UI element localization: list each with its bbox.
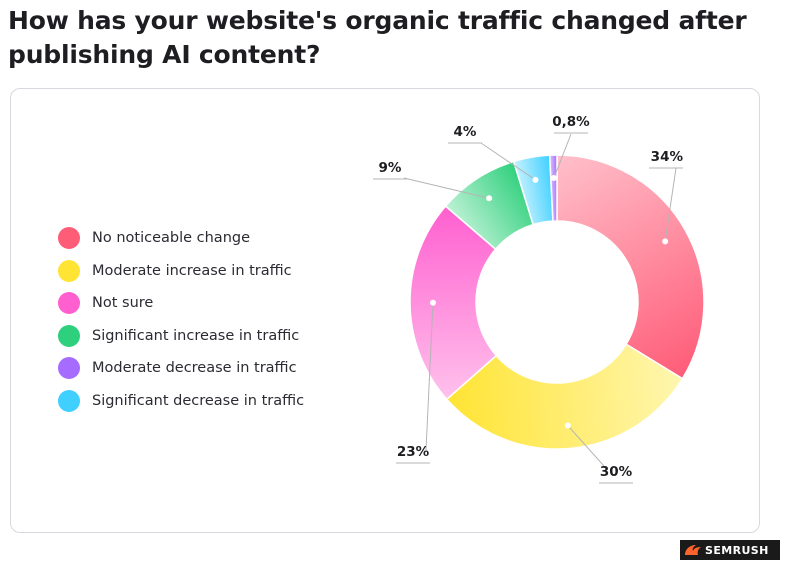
- leader-line: [553, 133, 572, 179]
- legend-label: Moderate increase in traffic: [92, 262, 292, 279]
- leader-dot: [486, 195, 493, 202]
- leader-line: [480, 142, 536, 181]
- slice-moderate-increase-in-traffic: [445, 343, 684, 450]
- data-label-moderate-decrease-in-traffic: 0,8%: [552, 114, 590, 130]
- data-label-significant-increase-in-traffic: 9%: [379, 160, 402, 176]
- legend-item-not-sure: Not sure: [58, 287, 304, 320]
- leader-dot: [662, 238, 669, 245]
- semrush-logo: SEMRUSH: [680, 540, 780, 560]
- leader-line: [567, 425, 605, 467]
- leader-line: [664, 167, 677, 242]
- legend-swatch: [58, 357, 80, 380]
- leader-dot: [550, 175, 557, 182]
- data-label-not-sure: 23%: [397, 444, 430, 460]
- data-label-no-noticeable-change: 34%: [651, 149, 684, 165]
- semrush-fire-icon: [685, 545, 701, 555]
- legend-swatch: [58, 292, 80, 315]
- legend-label: Significant increase in traffic: [92, 327, 300, 344]
- chart-card: [10, 88, 760, 533]
- slice-not-sure: [409, 205, 498, 401]
- legend-swatch: [58, 227, 80, 250]
- leader-dot: [532, 176, 539, 183]
- leader-line: [403, 177, 490, 199]
- leader-dot: [564, 422, 571, 429]
- legend-label: Moderate decrease in traffic: [92, 360, 297, 377]
- slice-no-noticeable-change: [556, 154, 705, 380]
- slice-moderate-decrease-in-traffic: [548, 154, 558, 222]
- legend-item-moderate-decrease-in-traffic: Moderate decrease in traffic: [58, 352, 304, 385]
- legend-item-significant-decrease-in-traffic: Significant decrease in traffic: [58, 385, 304, 418]
- legend-label: No noticeable change: [92, 230, 251, 247]
- leader-line: [425, 302, 434, 451]
- legend-label: Significant decrease in traffic: [92, 392, 305, 409]
- page-title: How has your website's organic traffic c…: [8, 6, 747, 69]
- legend-item-moderate-increase-in-traffic: Moderate increase in traffic: [58, 255, 304, 288]
- leader-dot: [430, 299, 437, 306]
- semrush-logo-text: SEMRUSH: [705, 543, 769, 557]
- legend-label: Not sure: [92, 295, 154, 312]
- legend-swatch: [58, 389, 80, 412]
- chart-legend: No noticeable change Moderate increase in…: [58, 222, 304, 417]
- data-label-moderate-increase-in-traffic: 30%: [600, 464, 633, 480]
- legend-item-no-noticeable-change: No noticeable change: [58, 222, 304, 255]
- legend-swatch: [58, 324, 80, 347]
- legend-swatch: [58, 259, 80, 282]
- data-label-significant-decrease-in-traffic: 4%: [454, 124, 477, 140]
- legend-item-significant-increase-in-traffic: Significant increase in traffic: [58, 320, 304, 353]
